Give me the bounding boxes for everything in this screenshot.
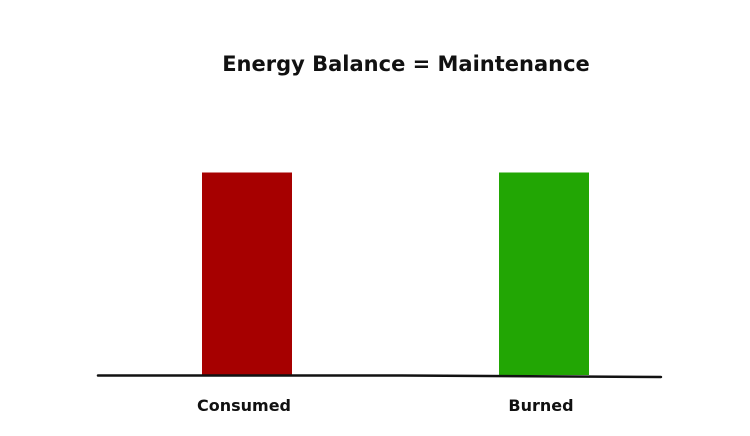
bar-burned (499, 172, 589, 375)
category-label-consumed: Consumed (197, 396, 291, 415)
x-axis-line (96, 374, 663, 379)
bar-consumed (202, 172, 292, 375)
chart-title: Energy Balance = Maintenance (222, 52, 590, 76)
category-label-burned: Burned (508, 396, 573, 415)
